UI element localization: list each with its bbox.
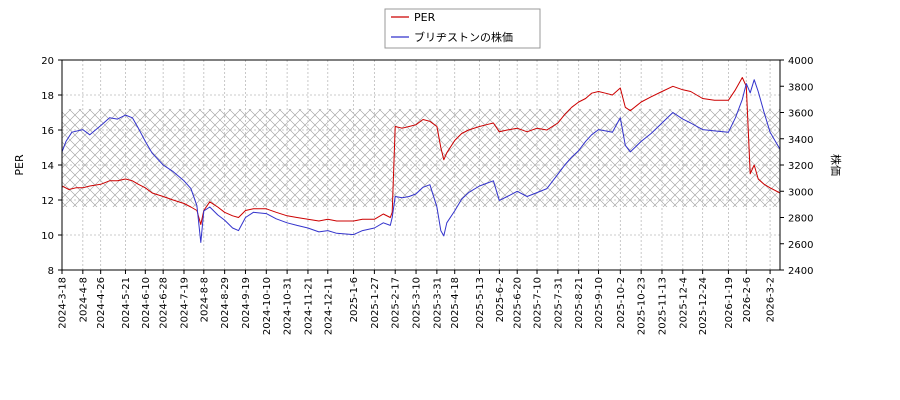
- series-lines: [62, 77, 780, 243]
- x-tick-label: 2024-6-10: [141, 277, 152, 329]
- x-tick-label: 2025-1-27: [370, 277, 381, 329]
- x-tick-label: 2025-11-13: [657, 277, 668, 335]
- series-line-per: [62, 77, 780, 225]
- right-tick-label: 2800: [788, 214, 813, 225]
- x-tick-label: 2025-8-21: [574, 277, 585, 329]
- x-tick-label: 2026-1-19: [724, 277, 735, 329]
- x-tick-label: 2025-12-4: [678, 277, 689, 329]
- x-tick-label: 2025-7-31: [553, 277, 564, 329]
- x-tick-label: 2025-6-2: [495, 277, 506, 322]
- right-tick-label: 3000: [788, 187, 813, 198]
- x-tick-label: 2024-4-8: [78, 277, 89, 322]
- right-axis-title: 株価: [829, 154, 843, 176]
- x-tick-label: 2024-3-18: [58, 277, 69, 329]
- right-tick-label: 3400: [788, 135, 813, 146]
- left-tick-label: 20: [41, 56, 54, 67]
- x-tick-label: 2024-10-31: [283, 277, 294, 335]
- legend-label-price: ブリヂストンの株価: [414, 30, 513, 44]
- legend-box: [384, 8, 541, 49]
- x-tick-label: 2025-5-13: [475, 277, 486, 329]
- x-tick-label: 2025-12-24: [698, 277, 709, 335]
- x-tick-label: 2024-8-29: [220, 277, 231, 329]
- right-tick-label: 3600: [788, 109, 813, 120]
- right-tick-label: 4000: [788, 56, 813, 67]
- x-tick-label: 2026-2-6: [742, 277, 753, 322]
- left-tick-label: 10: [41, 231, 54, 242]
- x-tick-label: 2025-6-20: [513, 277, 524, 329]
- x-tick-label: 2025-7-10: [533, 277, 544, 329]
- right-tick-label: 2600: [788, 240, 813, 251]
- x-tick-label: 2024-8-8: [199, 277, 210, 322]
- x-tick-label: 2025-3-31: [432, 277, 443, 329]
- x-tick-label: 2024-10-10: [262, 277, 273, 335]
- hatched-band: [62, 109, 780, 207]
- x-tick-label: 2024-12-11: [323, 277, 334, 335]
- x-tick-label: 2025-9-10: [594, 277, 605, 329]
- x-tick-label: 2025-2-17: [391, 277, 402, 329]
- x-tick-label: 2025-3-10: [412, 277, 423, 329]
- x-tick-label: 2024-7-19: [179, 277, 190, 329]
- left-tick-label: 14: [41, 161, 54, 172]
- right-tick-label: 3800: [788, 82, 813, 93]
- right-tick-label: 2400: [788, 266, 813, 277]
- x-tick-label: 2025-4-18: [450, 277, 461, 329]
- left-tick-label: 8: [48, 266, 54, 277]
- left-axis-title: PER: [13, 154, 26, 176]
- legend-label-per: PER: [414, 11, 436, 24]
- x-tick-label: 2024-9-19: [241, 277, 252, 329]
- x-tick-label: 2024-4-26: [96, 277, 107, 329]
- grid: [61, 59, 780, 271]
- x-tick-label: 2024-5-21: [121, 277, 132, 329]
- x-axis-ticks: 2024-3-18 2024-4-8 2024-4-26 2024-5-21 2024-…: [58, 270, 777, 335]
- right-tick-label: 3200: [788, 161, 813, 172]
- legend: PER ブリヂストンの株価: [384, 8, 541, 49]
- x-tick-label: 2025-10-23: [637, 277, 648, 335]
- x-tick-label: 2025-10-2: [616, 277, 627, 329]
- x-tick-label: 2025-1-6: [349, 277, 360, 322]
- left-tick-label: 12: [41, 196, 54, 207]
- x-tick-label: 2024-11-21: [303, 277, 314, 335]
- series-line-price: [62, 79, 780, 243]
- left-tick-label: 18: [41, 91, 54, 102]
- x-tick-label: 2026-3-2: [766, 277, 777, 322]
- left-tick-label: 16: [41, 126, 54, 137]
- left-axis-ticks: 8 10 12 14 16 18 20: [41, 56, 62, 277]
- right-axis-ticks: 2400 2600 2800 3000 3200 3400 3600 3800 4000: [780, 56, 813, 277]
- x-tick-label: 2024-6-28: [159, 277, 170, 329]
